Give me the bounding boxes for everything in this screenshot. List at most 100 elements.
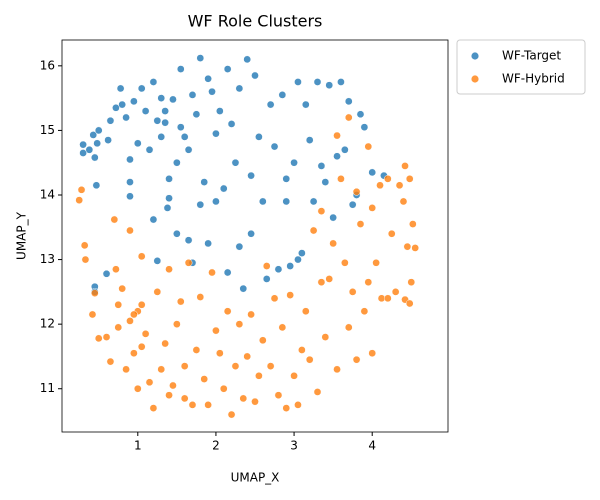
point — [188, 401, 197, 409]
point — [163, 204, 172, 212]
point — [196, 293, 205, 301]
point — [153, 257, 162, 265]
point — [133, 384, 142, 393]
point — [126, 178, 134, 186]
point — [278, 91, 287, 99]
point — [251, 397, 259, 406]
point — [122, 365, 130, 374]
point — [282, 197, 291, 206]
point — [266, 100, 275, 109]
point — [368, 168, 377, 177]
point — [258, 197, 267, 206]
point — [223, 65, 232, 73]
point — [169, 95, 177, 104]
point — [301, 100, 310, 109]
point — [184, 145, 193, 154]
point — [305, 355, 314, 364]
point — [247, 310, 255, 319]
point — [180, 362, 189, 370]
point — [235, 320, 244, 329]
point — [110, 215, 119, 224]
point — [401, 162, 409, 170]
point — [282, 174, 291, 183]
point — [239, 284, 248, 293]
point — [165, 265, 173, 274]
point — [344, 113, 353, 122]
point — [112, 265, 120, 274]
point — [165, 174, 173, 183]
point — [141, 107, 150, 115]
plot-area — [61, 39, 449, 433]
point — [403, 242, 412, 251]
point — [298, 249, 306, 257]
legend-label: WF-Hybrid — [502, 72, 565, 86]
point — [192, 346, 201, 354]
point — [145, 378, 154, 387]
point — [266, 362, 275, 370]
point — [325, 81, 334, 90]
point — [93, 139, 102, 148]
point — [278, 323, 287, 332]
point — [192, 110, 201, 119]
point — [176, 297, 185, 306]
point — [180, 133, 189, 141]
x-axis-label: UMAP_X — [231, 471, 280, 485]
point — [85, 145, 94, 154]
point — [262, 262, 271, 270]
point — [118, 284, 127, 293]
point — [313, 78, 322, 86]
point — [184, 258, 193, 267]
point — [204, 401, 212, 409]
point — [262, 275, 271, 283]
y-tick-label: 15 — [40, 123, 55, 137]
point — [137, 342, 146, 351]
point — [348, 288, 357, 296]
point — [204, 239, 212, 248]
point — [274, 391, 283, 400]
point — [90, 153, 99, 162]
point — [227, 120, 236, 128]
point — [235, 242, 244, 251]
point — [337, 174, 345, 183]
point — [130, 97, 138, 106]
point — [145, 145, 154, 154]
point — [239, 394, 248, 403]
point — [294, 78, 302, 86]
point — [149, 404, 158, 412]
point — [387, 229, 396, 238]
point — [215, 107, 224, 115]
x-tick-label: 3 — [290, 439, 298, 453]
y-axis-label: UMAP_Y — [15, 211, 29, 260]
point — [79, 149, 87, 157]
point — [298, 346, 306, 354]
point — [77, 185, 86, 194]
point — [368, 204, 377, 212]
point — [180, 394, 189, 403]
y-tick-label: 13 — [40, 252, 55, 266]
point — [116, 84, 125, 93]
legend-label: WF-Target — [502, 49, 561, 63]
point — [411, 244, 420, 252]
point — [352, 355, 361, 364]
point — [270, 294, 279, 303]
point — [309, 197, 318, 206]
point — [395, 181, 404, 190]
point — [301, 307, 310, 316]
point — [352, 187, 361, 196]
point — [161, 118, 169, 127]
point — [176, 123, 185, 132]
point — [294, 401, 302, 409]
point — [317, 162, 326, 170]
point — [130, 349, 138, 358]
point — [337, 78, 345, 86]
y-tick-label: 14 — [40, 187, 55, 201]
legend-box — [456, 39, 586, 95]
point — [126, 192, 134, 201]
point — [408, 220, 417, 228]
point — [161, 107, 169, 115]
point — [89, 131, 98, 139]
point — [212, 326, 220, 335]
point — [294, 255, 302, 264]
point — [126, 226, 134, 235]
